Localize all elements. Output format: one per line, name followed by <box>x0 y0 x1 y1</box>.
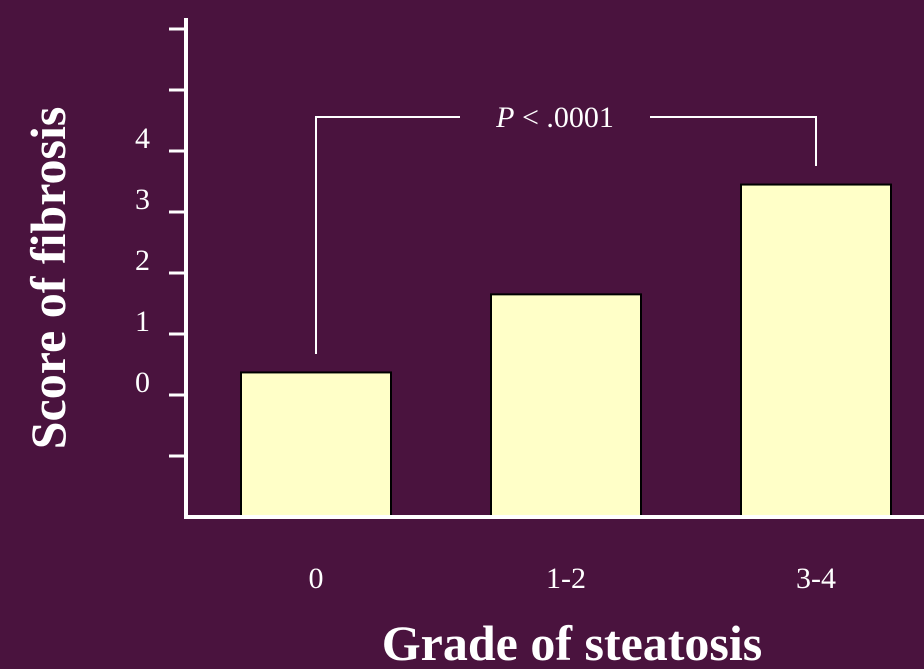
y-axis-ticks: 0 1 2 3 4 <box>135 27 186 458</box>
x-tick-label: 3-4 <box>796 562 836 595</box>
y-tick-label: 1 <box>135 305 150 338</box>
annotation-bracket-right <box>650 116 817 166</box>
p-value-label: P < .0001 <box>495 101 614 134</box>
annotation-bracket-left <box>315 116 460 354</box>
x-axis-tick-labels: 0 1-2 3-4 <box>309 562 837 595</box>
p-value-italic: P <box>495 101 514 134</box>
x-tick-label: 0 <box>309 562 324 595</box>
y-tick-label: 3 <box>135 183 150 216</box>
y-tick-label: 0 <box>135 366 150 399</box>
significance-annotation: P < .0001 <box>315 101 817 354</box>
y-tick-label: 2 <box>135 244 150 277</box>
y-tick-label: 4 <box>135 122 150 155</box>
x-tick-label: 1-2 <box>546 562 586 595</box>
bars-group <box>240 183 892 519</box>
p-value-text: < .0001 <box>514 101 613 134</box>
bar-1-2 <box>490 293 642 518</box>
bar-0 <box>240 371 392 518</box>
y-axis-title: Score of fibrosis <box>20 107 76 450</box>
bar-3-4 <box>740 183 892 519</box>
x-axis-title: Grade of steatosis <box>382 615 763 669</box>
